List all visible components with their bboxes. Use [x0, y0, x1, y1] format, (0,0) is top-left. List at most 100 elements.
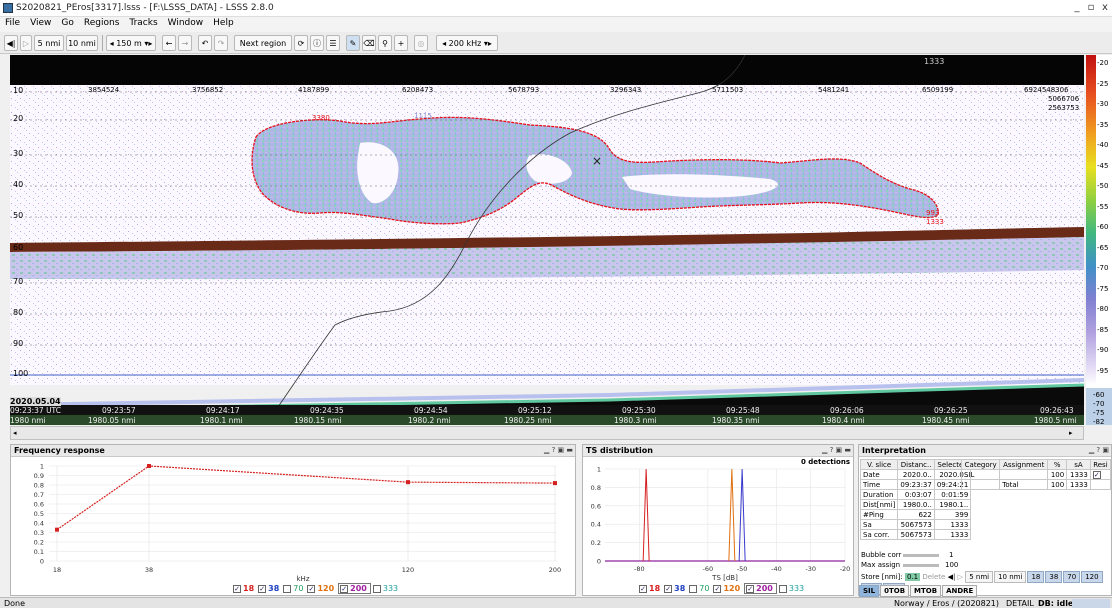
menu-window[interactable]: Window — [167, 18, 204, 28]
checkbox[interactable]: ✓ — [713, 584, 722, 593]
checkbox[interactable] — [372, 584, 381, 593]
menu-view[interactable]: View — [30, 18, 52, 28]
freq-button-38[interactable]: 38 — [1045, 571, 1063, 583]
table-cell[interactable] — [999, 469, 1049, 480]
table-row[interactable]: Date 2020.0.. 2020.0.. — [859, 469, 972, 480]
checkbox[interactable] — [778, 584, 787, 593]
fr-freq-200[interactable]: ✓ 200 — [338, 583, 371, 594]
menu-tracks[interactable]: Tracks — [129, 18, 158, 28]
step-5nmi-button[interactable]: 5 nmi — [34, 35, 64, 51]
frequency-select[interactable]: ◂ 200 kHz ▾▸ — [436, 35, 498, 51]
checkbox[interactable]: ✓ — [307, 584, 316, 593]
next-region-button[interactable]: Next region — [234, 35, 292, 51]
species-tab-sil[interactable]: SIL — [859, 585, 880, 597]
ts-freq-18[interactable]: ✓ 18 — [639, 584, 662, 593]
column-header[interactable]: % — [1047, 459, 1068, 470]
panel-controls[interactable]: ▁ ? ▣ — [1088, 446, 1109, 454]
color-scale[interactable]: -20 -25 -30 -35 -40 -45 -50 -55 -60 -65 -70 -75 -80-… — [1086, 55, 1112, 426]
settings-icon[interactable]: ☰ — [326, 35, 340, 51]
crosshair-icon[interactable]: + — [394, 35, 408, 51]
column-header[interactable]: sA — [1066, 459, 1091, 470]
fr-freq-70[interactable]: 70 — [283, 584, 305, 593]
assignment-row[interactable]: SIL 100 1333 ✓ — [960, 469, 1112, 480]
checkbox[interactable]: ✓ — [1092, 470, 1101, 479]
fr-freq-18[interactable]: ✓ 18 — [233, 584, 256, 593]
freq-button-18[interactable]: 18 — [1027, 571, 1045, 583]
checkbox[interactable] — [689, 584, 698, 593]
max-assign-slider[interactable] — [903, 564, 939, 567]
zoom-icon[interactable]: ⚲ — [378, 35, 392, 51]
close-button[interactable]: x — [1102, 2, 1108, 13]
assignment-table[interactable]: Category Assignment% sA Resi SIL 100 1333 ✓ Tota… — [960, 459, 1112, 490]
data-point[interactable] — [147, 464, 151, 468]
minimize-button[interactable]: _ — [1074, 2, 1080, 13]
fr-freq-333[interactable]: 333 — [372, 584, 400, 593]
interpretation-table[interactable]: V. slice Distanc.. Selecte.. Date 2020.0.. 20… — [859, 459, 972, 540]
menu-help[interactable]: Help — [213, 18, 234, 28]
pencil-icon[interactable]: ✎ — [346, 35, 360, 51]
menu-regions[interactable]: Regions — [83, 18, 120, 28]
delete-button[interactable]: Delete — [922, 573, 946, 581]
scroll-right-icon[interactable]: ▸ — [1069, 429, 1073, 437]
menu-file[interactable]: File — [5, 18, 21, 28]
freq-button-70[interactable]: 70 — [1063, 571, 1081, 583]
column-header[interactable]: V. slice — [859, 459, 899, 470]
table-cell[interactable]: Total — [999, 479, 1049, 490]
first-ping-icon[interactable]: ◀| — [4, 35, 18, 51]
table-row[interactable]: Sa 5067573 1333 — [859, 519, 972, 530]
table-row[interactable]: Time 09:23:37 09:24:21 — [859, 479, 972, 490]
table-row[interactable]: Duration 0:03:07 0:01:59 — [859, 489, 972, 500]
column-header[interactable]: Assignment — [999, 459, 1049, 470]
scroll-left-icon[interactable]: ◂ — [13, 429, 17, 437]
prev-icon[interactable]: ◀| — [947, 573, 956, 581]
checkbox[interactable]: ✓ — [664, 584, 673, 593]
step-10nmi-button[interactable]: 10 nmi — [994, 571, 1027, 583]
sync-icon[interactable]: ⟳ — [294, 35, 308, 51]
column-header[interactable]: Distanc.. — [897, 459, 935, 470]
fr-freq-38[interactable]: ✓ 38 — [258, 584, 281, 593]
table-row[interactable]: Sa corr. 5067573 1333 — [859, 529, 972, 540]
ts-freq-200[interactable]: ✓ 200 — [744, 583, 777, 594]
step-5nmi-button[interactable]: 5 nmi — [965, 571, 994, 583]
play-icon[interactable]: ▷ — [20, 35, 32, 51]
echogram-canvas[interactable]: × — [10, 55, 1084, 425]
checkbox[interactable]: ✓ — [639, 584, 647, 593]
maximize-button[interactable]: ▫ — [1087, 2, 1095, 13]
panel-controls[interactable]: ▁ ? ▣ ▬ — [821, 446, 851, 454]
panel-controls[interactable]: ▁ ? ▣ ▬ — [543, 446, 573, 454]
ts-freq-70[interactable]: 70 — [689, 584, 711, 593]
fr-freq-120[interactable]: ✓ 120 — [307, 584, 336, 593]
ts-freq-120[interactable]: ✓ 120 — [713, 584, 742, 593]
freq-button-120[interactable]: 120 — [1081, 571, 1103, 583]
menu-go[interactable]: Go — [61, 18, 74, 28]
disabled-tool-icon[interactable]: ◎ — [414, 35, 428, 51]
eraser-icon[interactable]: ⌫ — [362, 35, 376, 51]
ts-freq-333[interactable]: 333 — [778, 584, 806, 593]
checkbox[interactable]: ✓ — [746, 584, 755, 593]
checkbox[interactable]: ✓ — [233, 584, 241, 593]
echogram[interactable]: × 1333 10 20 30 40 50 60 70 80 90 100 38… — [10, 55, 1084, 425]
species-tab-andre[interactable]: ANDRE — [942, 585, 978, 597]
play-icon[interactable]: ▷ — [957, 573, 963, 581]
range-scale[interactable]: -60 -70 -75 -82 — [1086, 388, 1112, 426]
column-header[interactable]: Resi — [1089, 459, 1112, 470]
table-row[interactable]: #Ping 622 399 — [859, 509, 972, 520]
redo-icon[interactable]: ↷ — [214, 35, 228, 51]
table-row[interactable]: Dist[nmi] 1980.0.. 1980.1.. — [859, 499, 972, 510]
forward-arrow-icon[interactable]: → — [178, 35, 192, 51]
checkbox[interactable]: ✓ — [258, 584, 267, 593]
range-select[interactable]: ◂ 150 m ▾▸ — [106, 35, 156, 51]
data-point[interactable] — [55, 527, 59, 532]
step-10nmi-button[interactable]: 10 nmi — [66, 35, 98, 51]
frequency-response-chart[interactable]: 0 0.10.2 0.30.4 0.50.6 0.70.8 0.91 18 38 120 200 k… — [11, 458, 575, 582]
residual-checkbox[interactable] — [1089, 479, 1112, 490]
column-header[interactable]: Category — [960, 459, 1001, 470]
residual-checkbox[interactable]: ✓ — [1089, 469, 1112, 480]
data-point[interactable] — [553, 481, 557, 486]
echogram-scrollbar[interactable]: ◂ ▸ — [10, 426, 1084, 440]
info-icon[interactable]: ⓘ — [310, 35, 324, 51]
checkbox[interactable]: ✓ — [340, 584, 349, 593]
ts-freq-38[interactable]: ✓ 38 — [664, 584, 687, 593]
store-value-input[interactable]: 0.1 — [904, 573, 921, 581]
species-tab-0tob[interactable]: 0TOB — [880, 585, 910, 597]
